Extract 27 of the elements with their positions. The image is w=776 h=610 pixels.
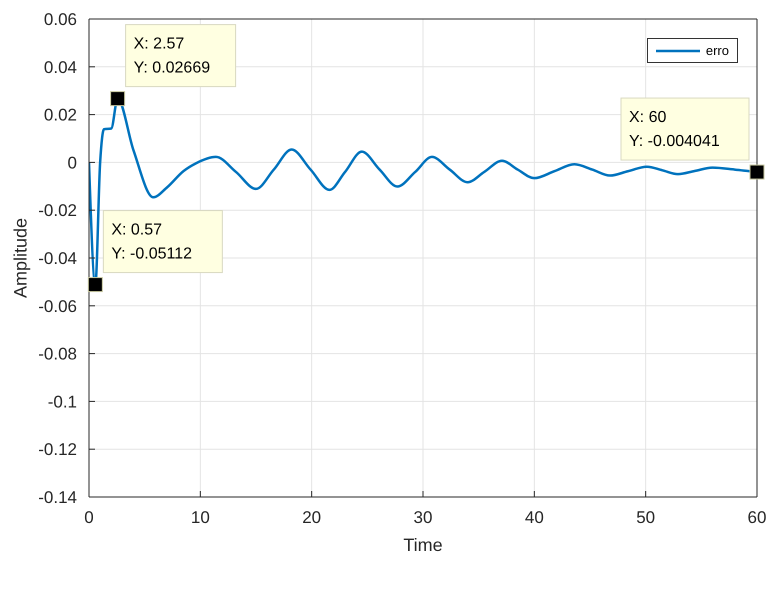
y-tick-label: -0.04 bbox=[38, 249, 77, 268]
x-tick-label: 0 bbox=[84, 508, 94, 528]
x-axis-title: Time bbox=[403, 535, 443, 555]
annotation: X: 2.57 Y: 0.02669 bbox=[134, 36, 210, 77]
x-tick-label: 40 bbox=[524, 508, 544, 528]
y-axis-title: Amplitude bbox=[10, 218, 30, 298]
x-tick-label: 10 bbox=[190, 508, 210, 528]
x-tick-label: 60 bbox=[748, 508, 766, 528]
annotation: X: 0.57 Y: -0.05112 bbox=[111, 222, 192, 263]
legend-label: erro bbox=[706, 43, 729, 58]
y-tick-label: -0.02 bbox=[38, 201, 77, 220]
y-tick-label: -0.1 bbox=[48, 392, 77, 412]
y-tick-label: 0.06 bbox=[44, 10, 77, 30]
x-tick-label: 30 bbox=[414, 508, 432, 528]
x-tick-label: 20 bbox=[302, 508, 322, 528]
annotation: X: 60 Y: -0.004041 bbox=[629, 109, 720, 150]
y-tick-label: 0.04 bbox=[44, 58, 77, 77]
data-tip: X: 0.57 Y: -0.05112 bbox=[88, 210, 223, 292]
data-tip: X: 60 Y: -0.004041 bbox=[620, 98, 764, 180]
y-tick-label: 0 bbox=[68, 153, 77, 172]
x-tick-label: 50 bbox=[636, 508, 656, 528]
y-tick-label: 0.02 bbox=[44, 106, 77, 125]
y-tick-label: -0.06 bbox=[38, 296, 77, 316]
y-tick-label: -0.14 bbox=[38, 488, 77, 508]
data-tip: X: 2.57 Y: 0.02669 bbox=[110, 24, 236, 106]
y-tick-label: -0.12 bbox=[38, 440, 77, 460]
y-tick-label: -0.08 bbox=[38, 344, 77, 364]
